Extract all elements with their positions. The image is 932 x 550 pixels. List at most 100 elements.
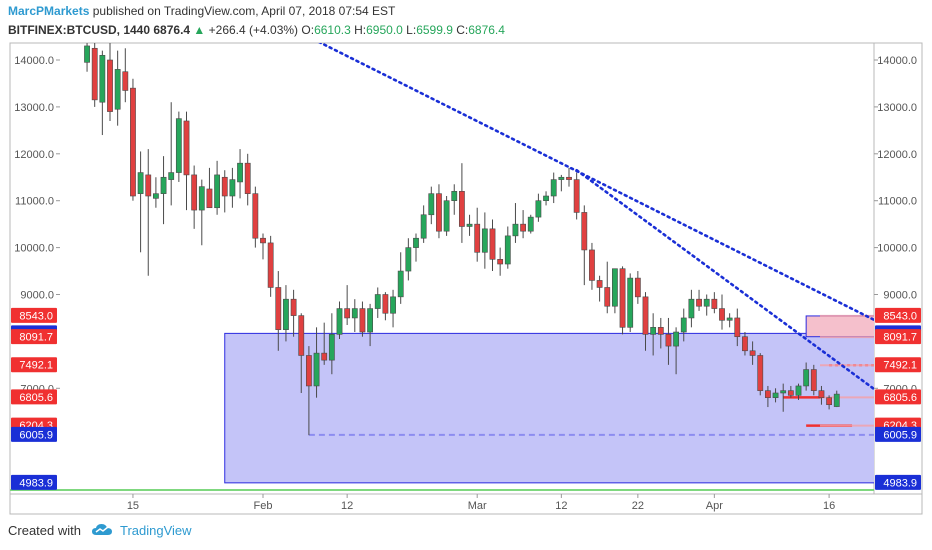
candle-body [497, 259, 504, 265]
candle [596, 275, 603, 302]
y-tick-label-left: 9000.0 [20, 290, 54, 302]
candle-body [267, 242, 274, 288]
candle-body [787, 390, 794, 396]
candle [680, 308, 687, 342]
candle-body [619, 268, 626, 328]
author-link[interactable]: MarcPMarkets [8, 4, 90, 18]
candle [589, 242, 595, 290]
candle [99, 50, 106, 136]
price-label-text: 7492.1 [19, 360, 53, 372]
candle-body [535, 200, 542, 218]
candle [696, 289, 702, 311]
candle [803, 362, 810, 391]
candle [826, 395, 832, 410]
candle [397, 252, 404, 304]
candle-body [382, 294, 389, 314]
candle-body [351, 308, 358, 319]
price-label-right: 6005.9 [875, 426, 921, 442]
candle-body [436, 193, 442, 232]
price-label-text: 6005.9 [19, 429, 53, 441]
tradingview-brand-link[interactable]: TradingView [120, 523, 192, 538]
candle-body [344, 308, 351, 319]
candle [474, 207, 481, 262]
price-label-right: 4983.9 [875, 474, 921, 490]
candle-body [512, 223, 519, 237]
up-arrow-icon: ▲ [193, 23, 206, 37]
price-label-left: 6005.9 [11, 426, 57, 442]
price-label-box [11, 357, 57, 373]
candle-body [604, 287, 611, 307]
candle-body [489, 228, 496, 260]
candle-body [696, 298, 702, 307]
candle-body [627, 277, 634, 328]
candle-body [803, 369, 810, 387]
candle-body [458, 191, 465, 227]
tradingview-cloud-icon [91, 523, 113, 540]
candle [673, 327, 679, 375]
candle [298, 313, 305, 393]
candle-body [764, 390, 771, 398]
x-tick-label: Feb [254, 500, 273, 512]
candle [757, 353, 764, 396]
candle [359, 301, 366, 337]
candle [413, 233, 419, 262]
y-tick-label-right: 14000.0 [877, 55, 917, 67]
candle-body [305, 355, 312, 387]
candle-body [650, 327, 657, 335]
price-label-left: 8091.7 [11, 329, 57, 345]
candle-body [818, 390, 825, 398]
candle-body [328, 334, 335, 361]
candle-body [611, 268, 618, 307]
candle [336, 301, 343, 340]
candle-body [122, 71, 129, 91]
candle [504, 226, 511, 269]
candle [650, 313, 657, 356]
candle [665, 317, 672, 365]
candle [458, 163, 465, 243]
candle-body [405, 247, 412, 272]
plot-layer [84, 43, 874, 484]
price-label-left: 4983.9 [11, 474, 57, 490]
candle-body [206, 188, 213, 209]
candle-body [214, 174, 220, 209]
price-label-box [11, 389, 57, 405]
candle [719, 294, 725, 330]
candle [305, 346, 312, 436]
candle-body [367, 308, 373, 333]
x-tick-label: 22 [632, 500, 644, 512]
candle [229, 167, 236, 208]
y-tick-label-right: 9000.0 [883, 290, 917, 302]
candle [436, 184, 442, 239]
candle [711, 292, 718, 314]
candle [512, 203, 519, 243]
candle [244, 153, 251, 206]
candle-body [443, 200, 450, 232]
published-text: published on TradingView.com, April 07, … [92, 4, 396, 18]
y-tick-label-right: 12000.0 [877, 149, 917, 161]
candle-body [130, 87, 136, 197]
candle [237, 149, 243, 199]
candle [160, 156, 167, 225]
candle-body [657, 327, 664, 335]
y-tick-label-left: 10000.0 [14, 243, 54, 255]
candle [527, 214, 534, 234]
candle-body [726, 317, 733, 321]
candle [604, 261, 611, 314]
candle-body [160, 176, 167, 194]
candle [581, 205, 588, 286]
candle-body [390, 296, 396, 314]
candle [787, 385, 794, 398]
candle [390, 289, 396, 328]
candle-body [474, 223, 481, 253]
price-label-box [875, 474, 921, 490]
y-tick-label-right: 13000.0 [877, 102, 917, 114]
candle [214, 160, 220, 215]
price-label-right: 6805.6 [875, 389, 921, 405]
candle-body [711, 298, 718, 309]
price-label-box [11, 426, 57, 442]
price-label-box [875, 389, 921, 405]
candle-body [688, 298, 695, 319]
close-value: 6876.4 [468, 23, 505, 37]
y-tick-label-left: 11000.0 [15, 196, 54, 208]
